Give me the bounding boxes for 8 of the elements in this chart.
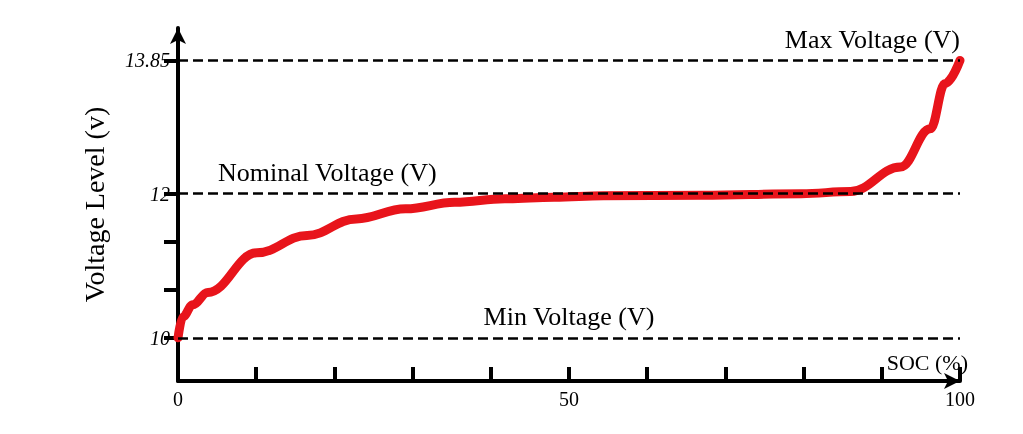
ref-line-label: Nominal Voltage (V) — [218, 158, 437, 188]
x-tick-label: 0 — [173, 388, 183, 410]
x-axis-title: SOC (%) — [886, 349, 968, 375]
ref-line-label: Min Voltage (V) — [483, 302, 655, 332]
x-tick-label: 50 — [559, 388, 579, 410]
x-tick-label: 100 — [945, 388, 975, 410]
y-axis-title: Voltage Level (v) — [78, 106, 110, 303]
ref-line-label: Max Voltage (V) — [784, 24, 960, 54]
